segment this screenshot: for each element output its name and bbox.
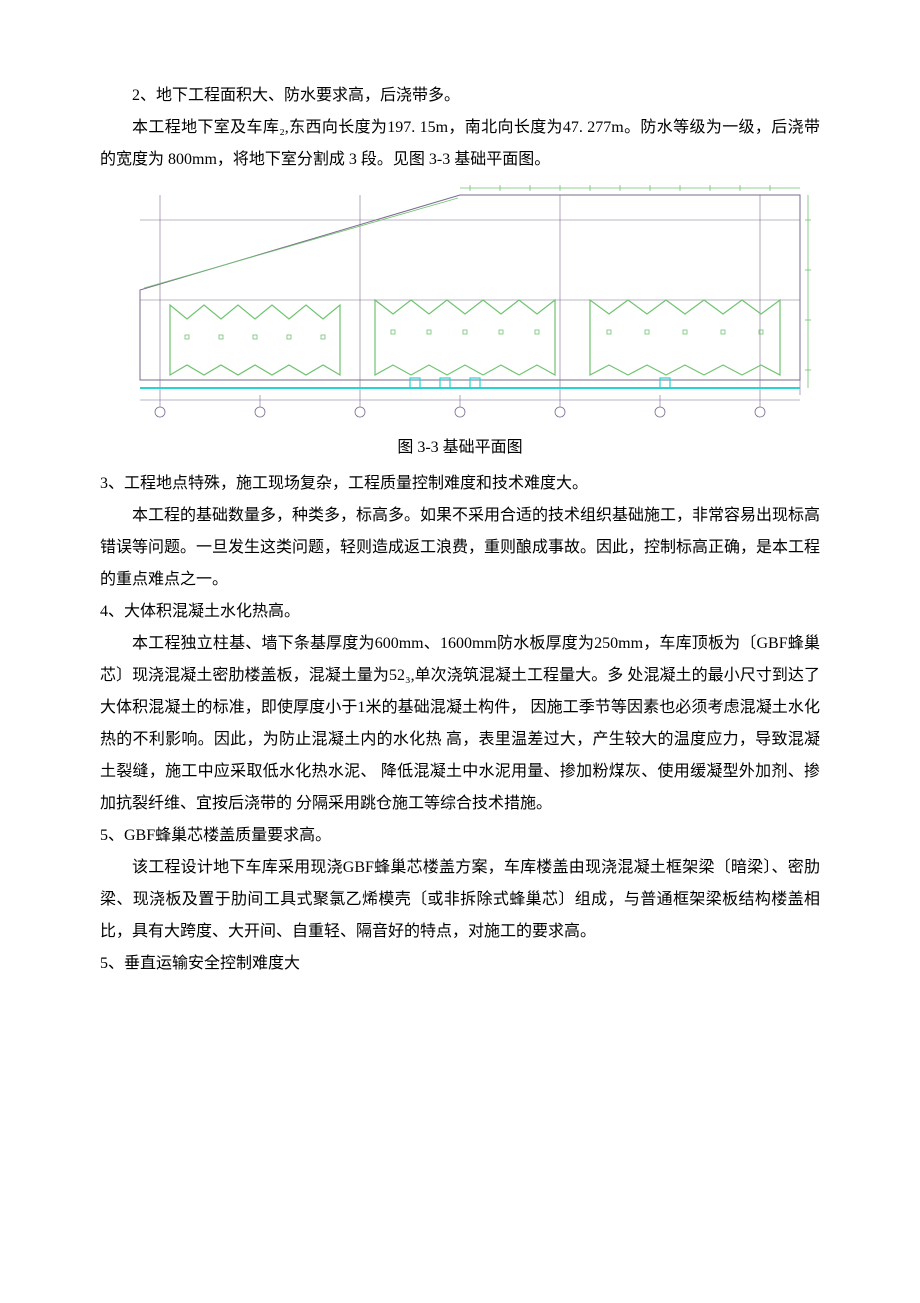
para-item-2-body: 本工程地下室及车库₂,东西向长度为197. 15m，南北向长度为47. 277m… [100, 112, 820, 176]
para-item-5-title: 5、GBF蜂巢芯楼盖质量要求高。 [100, 820, 820, 852]
para-item-5b-title: 5、垂直运输安全控制难度大 [100, 948, 820, 980]
para-item-2-title: 2、地下工程面积大、防水要求高，后浇带多。 [100, 80, 820, 112]
para-item-4-body: 本工程独立柱基、墙下条基厚度为600mm、1600mm防水板厚度为250mm，车… [100, 628, 820, 820]
figure-foundation-plan [100, 180, 820, 430]
para-item-3-body: 本工程的基础数量多，种类多，标高多。如果不采用合适的技术组织基础施工，非常容易出… [100, 500, 820, 596]
figure-caption: 图 3-3 基础平面图 [100, 432, 820, 464]
para-item-5-body: 该工程设计地下车库采用现浇GBF蜂巢芯楼盖方案，车库楼盖由现浇混凝土框架梁〔暗梁… [100, 852, 820, 948]
para-item-3-title: 3、工程地点特殊，施工现场复杂，工程质量控制难度和技术难度大。 [100, 468, 820, 500]
foundation-plan-svg [100, 180, 820, 430]
document-page: 2、地下工程面积大、防水要求高，后浇带多。 本工程地下室及车库₂,东西向长度为1… [0, 0, 920, 1040]
para-item-4-title: 4、大体积混凝土水化热高。 [100, 596, 820, 628]
